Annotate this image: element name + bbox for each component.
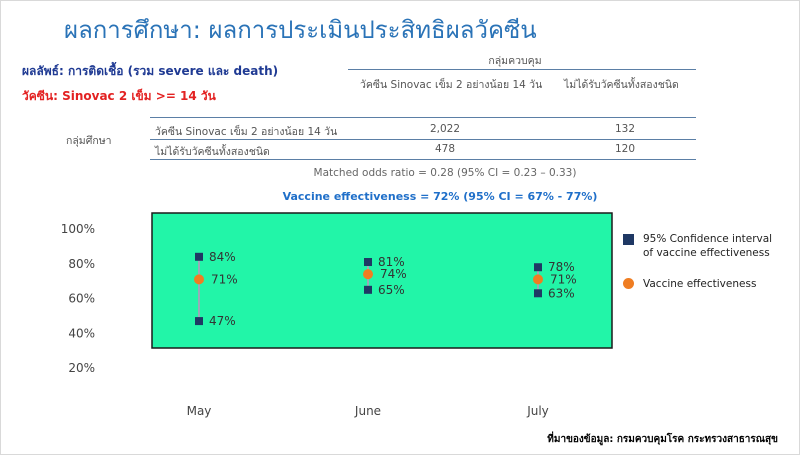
- legend-ci-line1: 95% Confidence interval: [643, 233, 773, 245]
- x-tick-label-june: June: [354, 404, 381, 418]
- legend-ve-label: Vaccine effectiveness: [643, 278, 757, 290]
- cell-unvaccinated-unvaccinated: 120: [614, 143, 636, 155]
- ve-marker: [363, 269, 373, 280]
- legend-ve-marker: [623, 278, 634, 289]
- ci-upper-marker: [195, 252, 203, 261]
- ve-marker: [533, 274, 543, 285]
- ve-marker: [194, 274, 204, 285]
- x-tick-label-july: July: [526, 404, 549, 418]
- table-rule-bottom: [150, 159, 696, 160]
- slide-title: ผลการศึกษา: ผลการประเมินประสิทธิผลวัคซีน: [64, 16, 537, 44]
- legend-ci-line2: of vaccine effectiveness: [643, 247, 770, 259]
- vaccine-label: วัคซีน: Sinovac 2 เข็ม >= 14 วัน: [22, 89, 216, 103]
- cell-unvaccinated-sinovac: 478: [434, 143, 456, 155]
- ve-value-label: 74%: [380, 267, 407, 281]
- y-tick-label: 40%: [68, 326, 95, 340]
- table-rule-top: [348, 69, 696, 70]
- y-tick-label: 100%: [61, 222, 95, 236]
- ci-lower-label: 47%: [209, 314, 236, 328]
- ci-upper-marker: [534, 263, 542, 272]
- ci-upper-label: 78%: [548, 260, 575, 274]
- col-header-unvaccinated: ไม่ได้รับวัคซีนทั้งสองชนิด: [564, 79, 679, 91]
- ci-upper-label: 81%: [378, 255, 405, 269]
- y-tick-label: 60%: [68, 292, 95, 306]
- data-source: ที่มาของข้อมูล: กรมควบคุมโรค กระทรวงสาธา…: [547, 434, 778, 445]
- x-tick-label-may: May: [187, 404, 212, 418]
- ve-value-label: 71%: [211, 272, 238, 286]
- legend-ci-label: 95% Confidence interval of vaccine effec…: [643, 232, 772, 260]
- ci-lower-marker: [364, 285, 372, 294]
- y-tick-label: 20%: [68, 361, 95, 375]
- outcome-label: ผลลัพธ์: การติดเชื้อ (รวม severe และ dea…: [22, 64, 279, 78]
- ci-upper-label: 84%: [209, 250, 236, 264]
- table-rule-header: [150, 117, 696, 118]
- study-group-label: กลุ่มศึกษา: [66, 135, 112, 147]
- legend-ci-marker: [623, 234, 634, 245]
- ve-value-label: 71%: [550, 272, 577, 286]
- ci-lower-label: 63%: [548, 286, 575, 300]
- col-header-sinovac: วัคซีน Sinovac เข็ม 2 อย่างน้อย 14 วัน: [360, 79, 543, 91]
- row-label-sinovac: วัคซีน Sinovac เข็ม 2 อย่างน้อย 14 วัน: [155, 126, 338, 138]
- ci-lower-label: 65%: [378, 283, 405, 297]
- ci-upper-marker: [364, 258, 372, 267]
- ci-lower-marker: [534, 289, 542, 298]
- table-rule-middle: [150, 139, 696, 140]
- odds-ratio-text: Matched odds ratio = 0.28 (95% CI = 0.23…: [313, 167, 577, 179]
- cell-sinovac-unvaccinated: 132: [614, 123, 636, 135]
- cell-sinovac-sinovac: 2,022: [429, 123, 461, 135]
- row-label-unvaccinated: ไม่ได้รับวัคซีนทั้งสองชนิด: [155, 146, 270, 158]
- vaccine-effectiveness-text: Vaccine effectiveness = 72% (95% CI = 67…: [282, 190, 598, 203]
- ci-lower-marker: [195, 317, 203, 326]
- y-tick-label: 80%: [68, 257, 95, 271]
- control-group-header: กลุ่มควบคุม: [488, 55, 542, 67]
